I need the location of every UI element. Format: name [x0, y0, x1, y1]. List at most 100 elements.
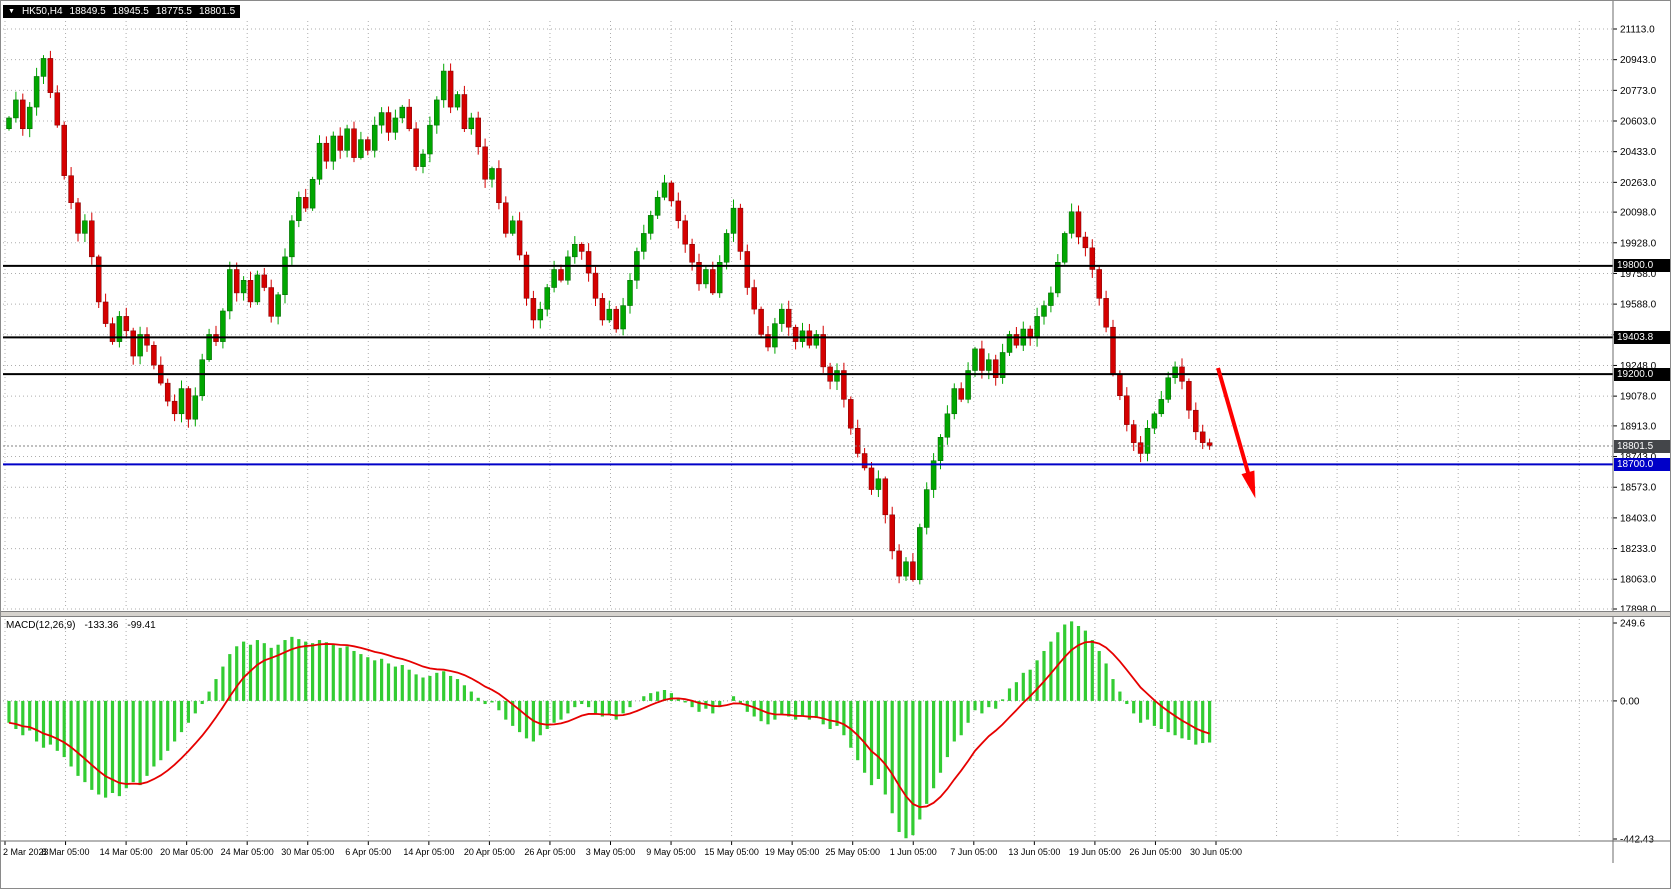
candle-bear: [323, 142, 330, 162]
candle-bull: [606, 308, 613, 321]
candle-bear: [530, 298, 537, 321]
candle-bear: [958, 388, 964, 400]
price-tick-label: 19588.0: [1620, 300, 1657, 311]
candle-bear: [68, 175, 74, 203]
candle-bull: [220, 310, 226, 342]
price-tag-19200: 19200.0: [1614, 367, 1670, 381]
candle-bear: [854, 427, 861, 454]
candle-bull: [772, 323, 778, 348]
symbol-dropdown-icon[interactable]: ▼: [8, 8, 15, 15]
candle-bear: [385, 112, 392, 133]
candle-bear: [185, 388, 192, 420]
price-tick-label: 18913.0: [1620, 421, 1657, 432]
candle-bull: [544, 287, 550, 310]
candle-bull: [730, 207, 737, 234]
candle-bull: [572, 243, 578, 258]
candle-bear: [592, 272, 599, 299]
pane-splitter[interactable]: [1, 611, 1670, 617]
time-tick-label: 9 May 05:00: [646, 847, 696, 857]
time-tick-label: 1 Jun 05:00: [890, 847, 937, 857]
arrow-annotation[interactable]: [1216, 367, 1253, 484]
candle-bull: [440, 70, 447, 101]
candle-bear: [144, 334, 150, 346]
symbol-period-label: HK50,H4: [21, 6, 63, 17]
candle-bear: [151, 344, 157, 366]
candle-bull: [427, 124, 433, 155]
candle-bear: [861, 453, 868, 469]
price-tick-label: 19928.0: [1620, 238, 1657, 249]
price-tag-19403: 19403.8: [1614, 330, 1670, 344]
price-tick-label: 20603.0: [1620, 117, 1657, 128]
candle-bear: [1082, 236, 1089, 249]
candle-bull: [420, 153, 426, 167]
candle-bull: [13, 99, 19, 119]
ohlc-close: 18801.5: [198, 6, 236, 17]
candle-bull: [1061, 233, 1068, 263]
candle-bull: [627, 280, 633, 306]
candle-bear: [516, 220, 523, 256]
candle-bear: [765, 334, 771, 348]
candle-bull: [1055, 262, 1061, 294]
candle-bull: [1006, 334, 1013, 353]
candle-bull: [1144, 427, 1151, 454]
candle-bull: [199, 359, 205, 397]
candle-bull: [1151, 413, 1158, 429]
candle-bull: [434, 99, 440, 126]
candle-bull: [275, 294, 281, 317]
candle-bear: [171, 400, 178, 415]
candle-bull: [799, 330, 806, 342]
candle-bull: [834, 370, 840, 382]
price-tick-label: 18063.0: [1620, 575, 1657, 586]
candle-bear: [1124, 395, 1130, 425]
ohlc-open: 18849.5: [69, 6, 106, 17]
candle-bull: [26, 106, 33, 130]
candle-bear: [744, 251, 751, 288]
candle-bull: [654, 197, 661, 216]
candle-bull: [344, 128, 350, 151]
macd-signal-line: [8, 640, 1210, 809]
candle-bull: [40, 58, 47, 77]
candle-bear: [689, 243, 695, 263]
candle-bear: [758, 308, 764, 335]
candle-bull: [647, 215, 654, 234]
candle-bear: [613, 308, 619, 330]
candle-bull: [1165, 377, 1171, 400]
candle-bear: [585, 251, 592, 274]
candle-bear: [1075, 211, 1082, 238]
candle-bull: [813, 334, 820, 346]
candle-bull: [1041, 305, 1047, 317]
candle-bull: [468, 117, 475, 130]
candle-bull: [399, 106, 406, 119]
candle-bull: [206, 334, 212, 360]
candle-bull: [565, 256, 571, 281]
candle-bull: [33, 76, 40, 108]
price-tick-label: 18403.0: [1620, 513, 1657, 524]
candle-bull: [6, 117, 12, 130]
candle-bull: [661, 182, 668, 198]
price-tick-label: 20433.0: [1620, 147, 1657, 158]
time-tick-label: 3 May 05:00: [586, 847, 636, 857]
time-tick-label: 26 Apr 05:00: [524, 847, 575, 857]
price-tag-19800: 19800.0: [1614, 259, 1670, 273]
candle-bull: [137, 334, 143, 357]
candle-bull: [454, 94, 461, 108]
price-tick-label: 18233.0: [1620, 544, 1657, 555]
candle-bull: [917, 527, 923, 581]
candle-bear: [682, 220, 688, 245]
time-tick-label: 20 Apr 05:00: [464, 847, 515, 857]
candle-bear: [109, 323, 116, 342]
macd-name: MACD(12,26,9): [6, 620, 76, 631]
candle-bull: [1068, 211, 1075, 234]
candle-bear: [1193, 409, 1199, 433]
candle-bull: [1158, 399, 1165, 415]
price-tick-label: 19248.0: [1620, 361, 1657, 372]
macd-value: -133.36: [84, 620, 119, 631]
time-tick-label: 13 Jun 05:00: [1008, 847, 1060, 857]
candle-bull: [82, 220, 88, 234]
candle-bull: [716, 262, 723, 294]
candle-bull: [930, 460, 937, 490]
time-tick-label: 7 Jun 05:00: [950, 847, 997, 857]
candle-bull: [509, 220, 516, 234]
candle-bull: [1172, 366, 1178, 378]
